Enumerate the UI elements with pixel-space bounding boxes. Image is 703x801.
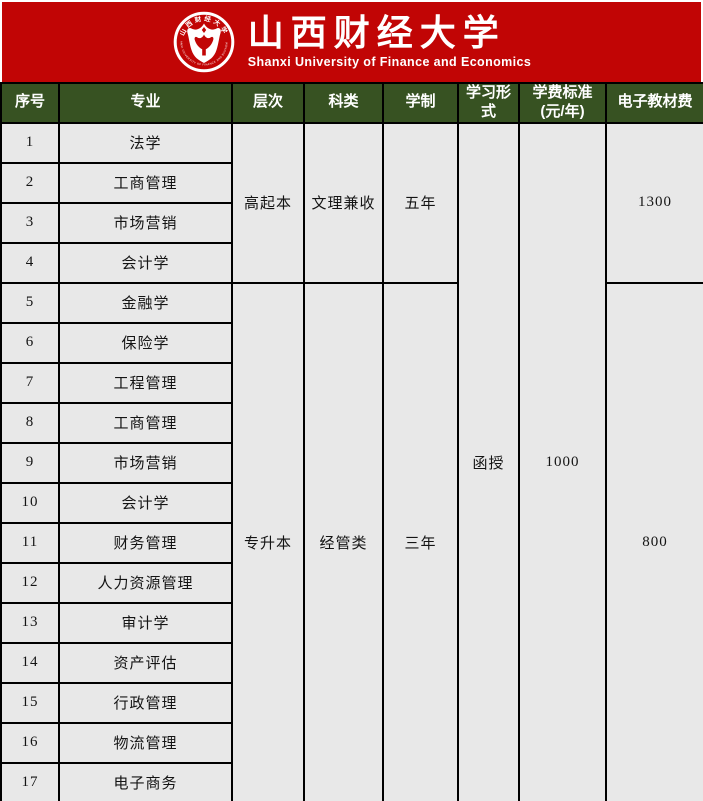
table-row: 1 法学 高起本 文理兼收 五年 函授 1000 1300 (0, 121, 703, 801)
university-seal-icon: 山西财经大学 SHANXI UNIVERSITY OF FINANCE AND … (171, 7, 235, 73)
cell-major: 市场营销 (58, 441, 233, 484)
cell-major: 会计学 (58, 241, 233, 284)
table-row: 13 审计学 (0, 601, 703, 644)
col-header-ebook-fee: 电子教材费 (605, 82, 703, 124)
university-title-en: Shanxi University of Finance and Economi… (247, 55, 532, 70)
cell-major: 物流管理 (58, 721, 233, 764)
cell-no: 13 (0, 601, 60, 644)
table-row: 3 市场营销 (0, 201, 703, 244)
university-banner: 山西财经大学 SHANXI UNIVERSITY OF FINANCE AND … (2, 2, 701, 82)
cell-no: 14 (0, 641, 60, 684)
university-logo: 山西财经大学 SHANXI UNIVERSITY OF FINANCE AND … (171, 7, 236, 74)
cell-no: 4 (0, 241, 60, 284)
table-row: 17 电子商务 (0, 761, 703, 801)
cell-major: 市场营销 (58, 201, 233, 244)
table-row: 4 会计学 (0, 241, 703, 284)
cell-major: 工商管理 (58, 401, 233, 444)
banner-text-block: 山西财经大学 Shanxi University of Finance and … (247, 11, 532, 70)
cell-no: 11 (0, 521, 60, 564)
cell-major: 财务管理 (58, 521, 233, 564)
cell-no: 16 (0, 721, 60, 764)
cell-ebook-fee: 1300 (605, 121, 703, 284)
table-row: 10 会计学 (0, 481, 703, 524)
table-row: 6 保险学 (0, 321, 703, 364)
cell-duration: 三年 (382, 281, 459, 801)
cell-no: 3 (0, 201, 60, 244)
cell-major: 人力资源管理 (58, 561, 233, 604)
col-header-study-form: 学习形式 (457, 82, 520, 124)
table-row: 8 工商管理 (0, 401, 703, 444)
cell-major: 金融学 (58, 281, 233, 324)
table-row: 2 工商管理 (0, 161, 703, 204)
cell-major: 保险学 (58, 321, 233, 364)
cell-no: 1 (0, 121, 60, 164)
cell-major: 行政管理 (58, 681, 233, 724)
cell-no: 10 (0, 481, 60, 524)
cell-level: 高起本 (231, 121, 305, 284)
table-row: 15 行政管理 (0, 681, 703, 724)
cell-tuition: 1000 (518, 121, 607, 801)
cell-no: 15 (0, 681, 60, 724)
cell-no: 17 (0, 761, 60, 801)
col-header-level: 层次 (231, 82, 305, 124)
cell-category: 文理兼收 (303, 121, 384, 284)
cell-no: 8 (0, 401, 60, 444)
table-row: 9 市场营销 (0, 441, 703, 484)
cell-no: 7 (0, 361, 60, 404)
cell-no: 12 (0, 561, 60, 604)
cell-major: 电子商务 (58, 761, 233, 801)
cell-no: 5 (0, 281, 60, 324)
table-row: 11 财务管理 (0, 521, 703, 564)
cell-major: 会计学 (58, 481, 233, 524)
table-row: 12 人力资源管理 (0, 561, 703, 604)
cell-major: 法学 (58, 121, 233, 164)
cell-no: 6 (0, 321, 60, 364)
cell-major: 资产评估 (58, 641, 233, 684)
cell-ebook-fee: 800 (605, 281, 703, 801)
col-header-tuition: 学费标准 (元/年) (518, 82, 607, 124)
table-row: 16 物流管理 (0, 721, 703, 764)
cell-no: 2 (0, 161, 60, 204)
cell-level: 专升本 (231, 281, 305, 801)
table-row: 14 资产评估 (0, 641, 703, 684)
cell-major: 工商管理 (58, 161, 233, 204)
col-header-duration: 学制 (382, 82, 459, 124)
cell-duration: 五年 (382, 121, 459, 284)
cell-major: 审计学 (58, 601, 233, 644)
cell-major: 工程管理 (58, 361, 233, 404)
table-row: 7 工程管理 (0, 361, 703, 404)
cell-category: 经管类 (303, 281, 384, 801)
cell-no: 9 (0, 441, 60, 484)
seal-tulip-emblem (186, 23, 221, 63)
cell-study-form: 函授 (457, 121, 520, 801)
table-header-row: 序号 专业 层次 科类 学制 学习形式 学费标准 (元/年) 电子教材费 (0, 82, 703, 124)
university-title-cn: 山西财经大学 (247, 11, 506, 54)
col-header-major: 专业 (58, 82, 233, 124)
col-header-no: 序号 (0, 82, 60, 124)
col-header-category: 科类 (303, 82, 384, 124)
program-table: 序号 专业 层次 科类 学制 学习形式 学费标准 (元/年) 电子教材费 1 法学 高起本 文理兼收… (0, 82, 703, 801)
